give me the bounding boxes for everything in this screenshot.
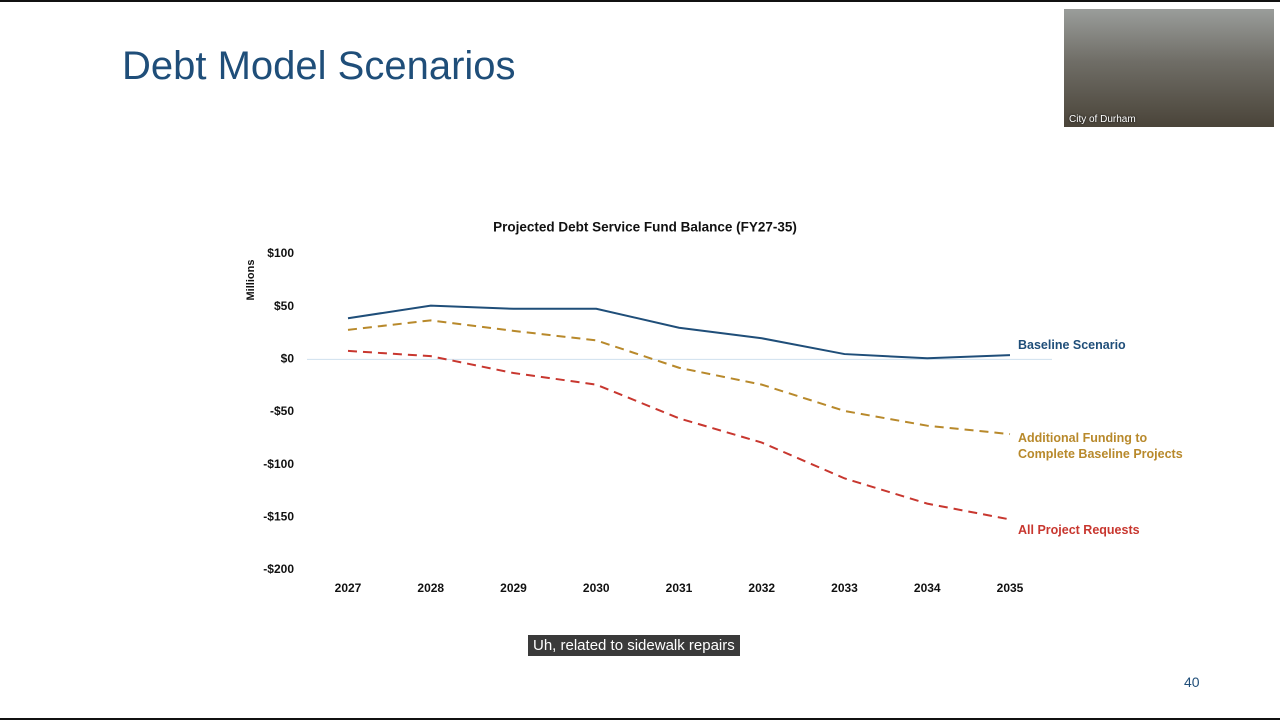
y-tick-label: $100	[267, 246, 294, 260]
x-tick-label: 2034	[914, 581, 941, 595]
video-thumbnail[interactable]: City of Durham	[1064, 9, 1274, 127]
y-tick-label: -$100	[263, 457, 294, 471]
y-tick-label: $50	[274, 299, 294, 313]
x-tick-label: 2030	[583, 581, 610, 595]
legend-label: Additional Funding to Complete Baseline …	[1018, 431, 1183, 461]
video-label: City of Durham	[1069, 114, 1136, 125]
x-tick-label: 2028	[417, 581, 444, 595]
chart-title: Projected Debt Service Fund Balance (FY2…	[493, 220, 797, 235]
x-tick-label: 2029	[500, 581, 527, 595]
y-axis-label: Millions	[245, 260, 257, 301]
legend-label: Baseline Scenario	[1018, 338, 1126, 352]
x-tick-label: 2035	[997, 581, 1024, 595]
legend-label: All Project Requests	[1018, 523, 1140, 537]
y-tick-label: -$200	[263, 562, 294, 576]
y-tick-label: $0	[281, 352, 295, 366]
x-tick-label: 2033	[831, 581, 858, 595]
y-tick-label: -$50	[270, 404, 294, 418]
x-tick-label: 2031	[666, 581, 693, 595]
series-line	[347, 304, 1011, 360]
x-tick-label: 2032	[748, 581, 775, 595]
series-line	[347, 319, 1011, 436]
page-number: 40	[1184, 674, 1200, 690]
slide-title: Debt Model Scenarios	[122, 44, 516, 88]
series-line	[347, 349, 1011, 521]
x-tick-label: 2027	[335, 581, 362, 595]
caption: Uh, related to sidewalk repairs	[528, 635, 740, 656]
y-tick-label: -$150	[263, 510, 294, 524]
